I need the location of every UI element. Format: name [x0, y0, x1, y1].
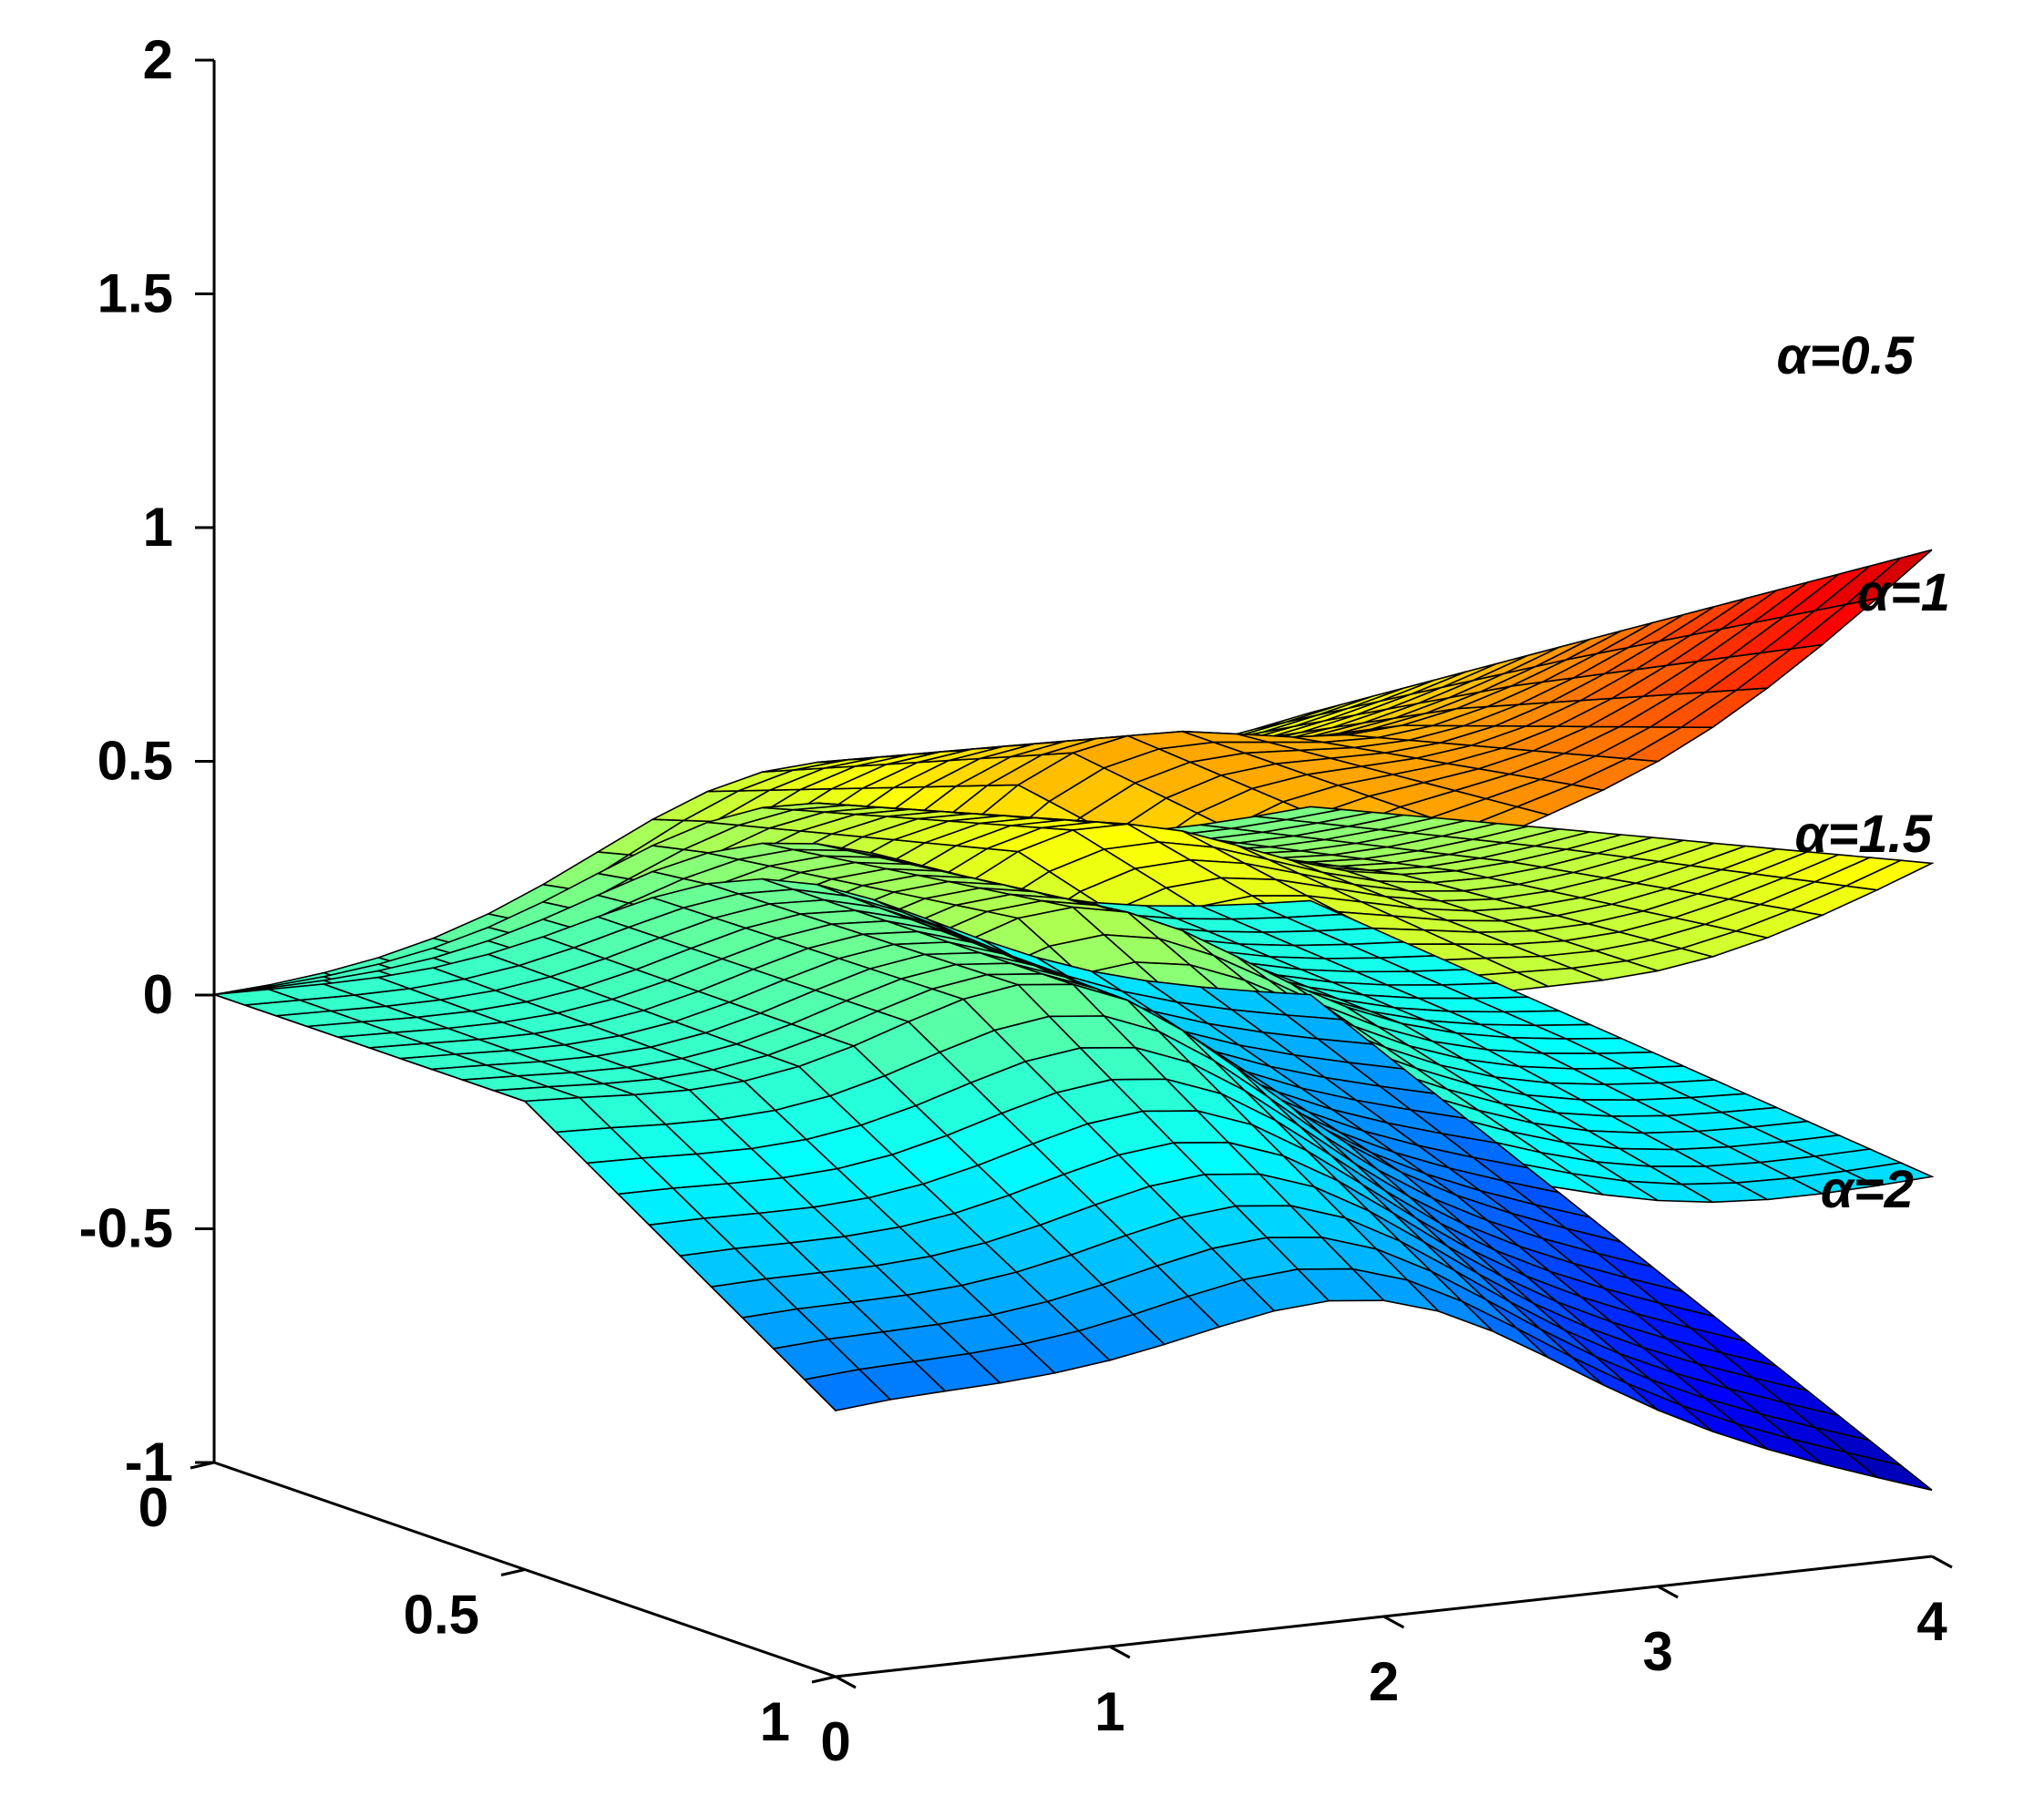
series-label-layer: α=0.5 α=1 α=1.5 α=2	[1777, 326, 1950, 1219]
z-tick-label: 0.5	[98, 731, 173, 792]
z-tick-label: 0	[143, 964, 173, 1025]
series-label: α=2	[1821, 1160, 1914, 1219]
y-tick-label: 0	[139, 1477, 169, 1538]
surface-patch	[1843, 549, 1933, 606]
x-tick-mark	[1657, 1585, 1679, 1599]
x-tick-mark	[1931, 1555, 1953, 1569]
x-tick-label: 4	[1916, 1591, 1947, 1652]
series-label: α=1	[1857, 563, 1950, 622]
x-tick-label: 1	[1094, 1681, 1125, 1742]
x-tick-label: 2	[1369, 1651, 1399, 1712]
x-tick-mark	[1109, 1645, 1131, 1659]
y-tick-mark	[190, 1461, 215, 1470]
y-tick-mark	[500, 1568, 526, 1576]
tick-layer: -1-0.500.511.520 1 2 3 400.51	[79, 29, 1953, 1772]
z-tick-label: -0.5	[79, 1198, 173, 1259]
y-tick-label: 0.5	[404, 1585, 479, 1646]
y-tick-mark	[811, 1675, 837, 1684]
series-label: α=0.5	[1777, 326, 1915, 385]
z-tick-label: 1.5	[98, 263, 173, 324]
y-tick-label: 1	[760, 1691, 790, 1752]
x-tick-mark	[1382, 1615, 1405, 1629]
surface-layer	[213, 549, 1935, 1492]
z-tick-label: -1	[125, 1432, 173, 1493]
surface-patch	[1844, 1162, 1935, 1187]
surface-patch	[1845, 1452, 1933, 1492]
z-tick-label: 1	[143, 497, 173, 558]
x-tick-mark	[835, 1675, 857, 1689]
z-tick-label: 2	[143, 29, 173, 90]
surface-2	[213, 877, 1933, 1492]
surface-patch	[1843, 859, 1935, 891]
series-label: α=1.5	[1795, 805, 1933, 864]
x-tick-label: 3	[1643, 1621, 1673, 1682]
x-tick-label: 0	[820, 1711, 850, 1772]
